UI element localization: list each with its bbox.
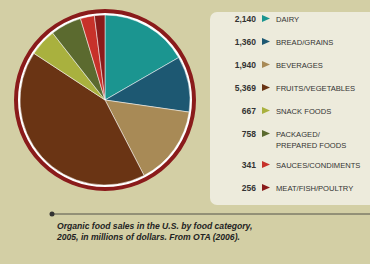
legend-value: 5,369: [235, 83, 257, 93]
legend-label: SAUCES/CONDIMENTS: [276, 161, 360, 170]
legend-value: 256: [242, 183, 256, 193]
legend-marker: [262, 15, 270, 22]
legend-value: 758: [242, 129, 256, 139]
legend-marker: [262, 184, 270, 191]
legend-marker: [262, 84, 270, 91]
legend-label: PACKAGED/PREPARED FOODS: [276, 130, 346, 150]
legend-value: 667: [242, 106, 256, 116]
caption: Organic food sales in the U.S. by food c…: [56, 221, 252, 242]
legend-label: BEVERAGES: [276, 61, 323, 70]
legend-label-line: PACKAGED/: [276, 130, 321, 139]
legend-label: FRUITS/VEGETABLES: [276, 84, 355, 93]
legend-value: 2,140: [235, 14, 257, 24]
legend-label-line: PREPARED FOODS: [276, 141, 346, 150]
legend-marker: [262, 38, 270, 45]
legend-label: BREAD/GRAINS: [276, 38, 333, 47]
caption-line: 2005, in millions of dollars. From OTA (…: [56, 232, 240, 242]
caption-dot: [50, 212, 55, 217]
legend-marker: [262, 130, 270, 137]
chart: 2,140 DAIRY 1,360 BREAD/GRAINS 1,940 BEVERAGE…: [0, 0, 370, 264]
pie-slice: [81, 16, 106, 100]
caption-line: Organic food sales in the U.S. by food c…: [57, 221, 252, 231]
legend-label: MEAT/FISH/POULTRY: [276, 184, 353, 193]
legend-marker: [262, 107, 270, 114]
legend-label: DAIRY: [276, 15, 299, 24]
caption-rule: [52, 214, 370, 215]
background: [0, 0, 370, 264]
legend-label: SNACK FOODS: [276, 107, 331, 116]
legend-marker: [262, 161, 270, 168]
pie-slice: [94, 15, 105, 100]
pie-ring: [16, 11, 194, 189]
legend-value: 1,360: [235, 37, 257, 47]
slices: [20, 15, 190, 185]
legend-box: [210, 12, 370, 205]
legend-marker: [262, 61, 270, 68]
legend-value: 1,940: [235, 60, 257, 70]
legend-value: 341: [242, 160, 256, 170]
